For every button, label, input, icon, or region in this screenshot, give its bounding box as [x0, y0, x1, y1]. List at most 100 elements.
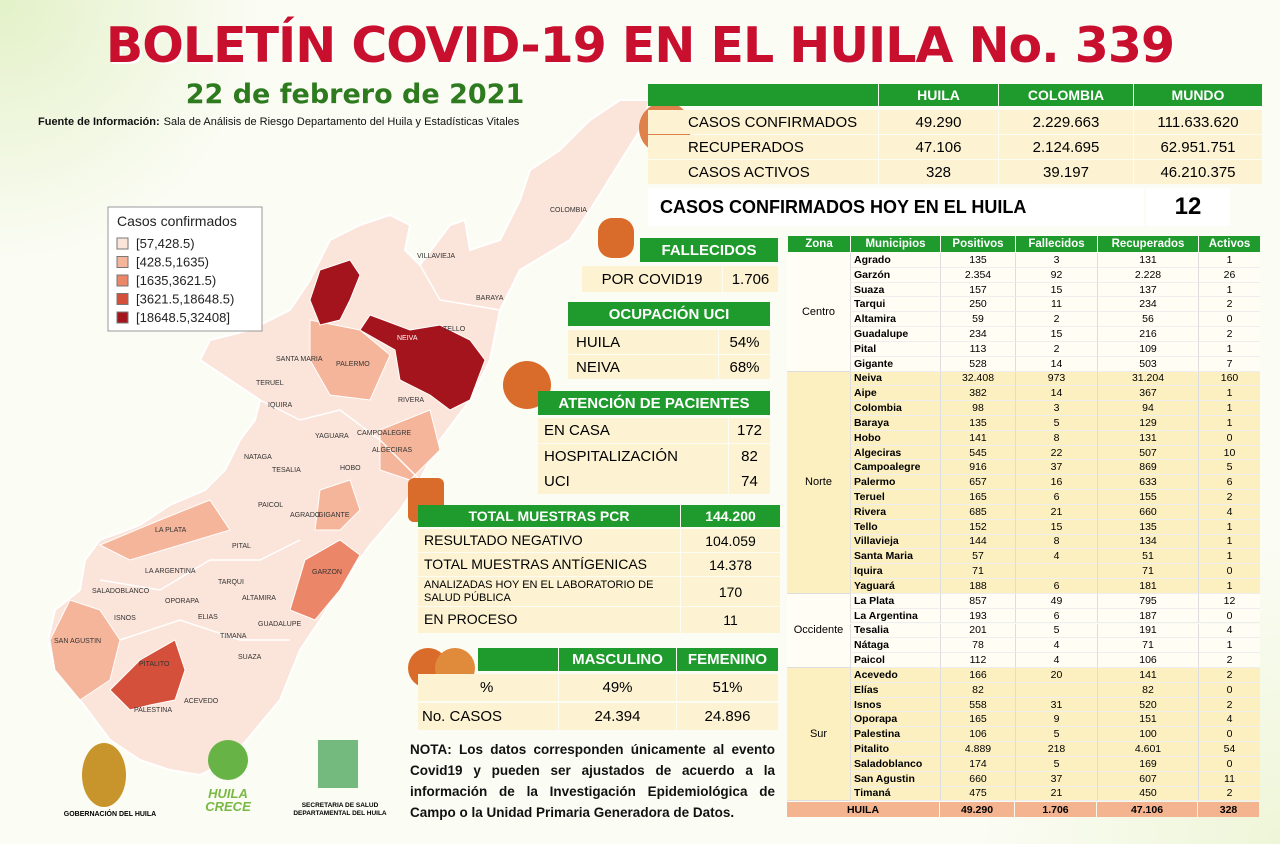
- municipality: Teruel: [850, 490, 940, 505]
- table-cell: 558: [940, 697, 1015, 713]
- sex-col-header: FEMENINO: [677, 648, 778, 671]
- table-cell: 545: [940, 445, 1015, 461]
- municipality: Guadalupe: [850, 327, 940, 342]
- table-cell: 2.354: [940, 267, 1015, 283]
- sex-col-header: MASCULINO: [559, 648, 676, 671]
- summary-value: 62.951.751: [1134, 135, 1262, 159]
- table-cell: 2: [1015, 312, 1097, 328]
- table-cell: 2: [1198, 667, 1260, 683]
- table-cell: 82: [1097, 682, 1198, 698]
- map-label: SANTA MARIA: [276, 356, 323, 363]
- care-label: EN CASA: [538, 418, 728, 443]
- table-cell: 15: [1015, 282, 1097, 298]
- table-cell: 2: [1198, 653, 1260, 668]
- source-text: Sala de Análisis de Riesgo Departamento …: [163, 116, 520, 128]
- table-cell: 9: [1015, 712, 1097, 728]
- table-col-header: Activos: [1199, 236, 1260, 252]
- map-label: AGRADO: [290, 512, 321, 519]
- tests-value: 11: [681, 607, 780, 633]
- table-total: 1.706: [1015, 802, 1096, 818]
- region-shape: [109, 639, 186, 711]
- summary-row-label: CASOS CONFIRMADOS: [648, 110, 878, 134]
- table-cell: 234: [1097, 297, 1198, 313]
- table-cell: 141: [940, 430, 1015, 446]
- table-cell: 31: [1015, 697, 1097, 713]
- municipality: Saladoblanco: [850, 756, 940, 772]
- table-cell: 4: [1015, 653, 1097, 668]
- table-cell: 4.601: [1097, 742, 1198, 757]
- map-label: VILLAVIEJA: [417, 253, 455, 260]
- table-cell: 520: [1097, 697, 1198, 713]
- table-cell: 14: [1015, 356, 1097, 372]
- table-cell: 144: [940, 534, 1015, 550]
- table-cell: 155: [1097, 490, 1198, 505]
- zone-label: Sur: [787, 667, 850, 802]
- department-outline: [46, 99, 652, 777]
- municipality: Yaguará: [850, 579, 940, 594]
- table-cell: 187: [1097, 608, 1198, 624]
- municipality: Garzón: [850, 267, 940, 283]
- table-total: 328: [1198, 802, 1259, 818]
- map-label: TESALIA: [272, 467, 301, 474]
- table-cell: 152: [940, 519, 1015, 535]
- legend-swatch: [116, 293, 129, 305]
- map-label: SAN AGUSTIN: [54, 638, 101, 645]
- municipality: Colombia: [850, 401, 940, 416]
- table-cell: 1: [1198, 401, 1260, 416]
- municipality: Palermo: [850, 475, 940, 491]
- table-cell: 135: [940, 253, 1015, 268]
- municipality: Acevedo: [850, 667, 940, 683]
- table-cell: 607: [1097, 771, 1198, 787]
- region-shape: [309, 259, 361, 326]
- title: BOLETÍN COVID-19 EN EL HUILA No. 339: [105, 16, 1175, 74]
- table-cell: 2: [1198, 786, 1260, 802]
- care-value: 172: [729, 418, 770, 443]
- table-cell: [1015, 564, 1097, 580]
- table-cell: 6: [1015, 579, 1097, 594]
- map-label: TARQUI: [218, 579, 244, 586]
- table-cell: 135: [1097, 519, 1198, 535]
- table-cell: 0: [1198, 682, 1260, 698]
- municipality: Pital: [850, 341, 940, 357]
- table-cell: 5: [1015, 416, 1097, 431]
- table-cell: 1: [1198, 638, 1260, 654]
- municipality: Timaná: [850, 786, 940, 802]
- table-cell: 31.204: [1097, 371, 1198, 387]
- table-col-header: Recuperados: [1098, 236, 1198, 252]
- map-label: PALESTINA: [134, 707, 172, 714]
- table-cell: 10: [1198, 445, 1260, 461]
- table-total: HUILA: [787, 802, 939, 818]
- table-cell: 56: [1097, 312, 1198, 328]
- table-cell: 135: [940, 416, 1015, 431]
- table-cell: 137: [1097, 282, 1198, 298]
- table-cell: 106: [940, 727, 1015, 743]
- table-col-header: Fallecidos: [1016, 236, 1097, 252]
- zone-label: Norte: [787, 371, 850, 594]
- legend-box: [107, 206, 263, 332]
- map-label: COLOMBIA: [550, 207, 587, 214]
- tests-label: ANALIZADAS HOY EN EL LABORATORIO DE SALU…: [418, 577, 680, 606]
- table-cell: 503: [1097, 356, 1198, 372]
- municipality: Tesalia: [850, 623, 940, 639]
- table-cell: 216: [1097, 327, 1198, 342]
- table-cell: 188: [940, 579, 1015, 594]
- today-label: CASOS CONFIRMADOS HOY EN EL HUILA: [648, 188, 1144, 226]
- table-cell: 2.228: [1097, 267, 1198, 283]
- table-cell: 3: [1015, 253, 1097, 268]
- table-cell: 166: [940, 667, 1015, 683]
- municipality: La Plata: [850, 593, 940, 609]
- municipality: Aipe: [850, 386, 940, 402]
- table-cell: 174: [940, 756, 1015, 772]
- tests-title: TOTAL MUESTRAS PCR: [418, 505, 680, 527]
- table-cell: 0: [1198, 430, 1260, 446]
- legend-swatch: [116, 274, 129, 287]
- table-cell: 795: [1097, 593, 1198, 609]
- summary-value: 111.633.620: [1134, 110, 1262, 134]
- municipality: Agrado: [850, 253, 940, 268]
- table-cell: 1: [1198, 534, 1260, 550]
- table-cell: 21: [1015, 504, 1097, 520]
- table-cell: 157: [940, 282, 1015, 298]
- municipality: Baraya: [850, 416, 940, 431]
- summary-value: 328: [879, 160, 998, 184]
